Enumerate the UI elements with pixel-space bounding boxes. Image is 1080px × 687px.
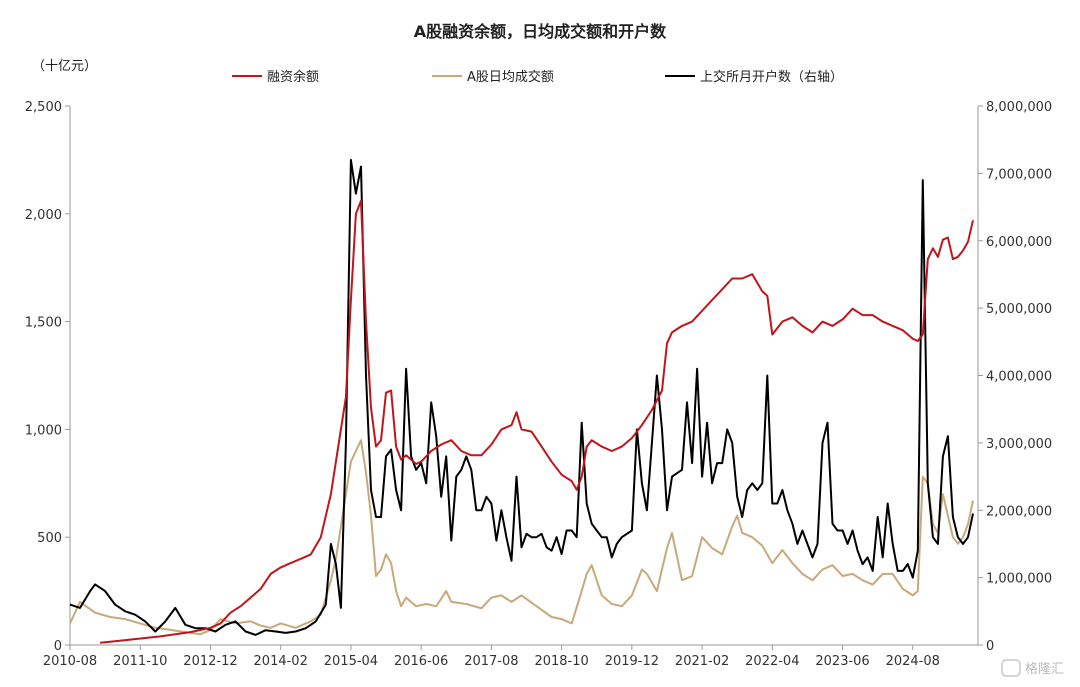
right-tick-label: 4,000,000	[986, 370, 1052, 385]
left-tick-label: 500	[37, 531, 62, 546]
x-tick-label: 2022-04	[745, 654, 799, 669]
x-tick-label: 2024-08	[886, 654, 940, 669]
x-tick-label: 2011-10	[113, 654, 167, 669]
x-tick-label: 2019-12	[605, 654, 659, 669]
right-tick-label: 5,000,000	[986, 302, 1052, 317]
left-tick-label: 2,000	[25, 208, 62, 223]
legend-label-margin: 融资余额	[267, 69, 319, 85]
account-openings-line	[69, 158, 974, 636]
axis-ticks: 0 500 1,000 1,500 2,000 2,500 0 1,000,000 2,000,…	[25, 100, 1052, 669]
legend: 融资余额 A股日均成交额 上交所月开户数（右轴）	[232, 69, 843, 85]
margin-balance-line	[99, 199, 974, 644]
turnover-line	[69, 439, 974, 636]
right-tick-label: 7,000,000	[986, 167, 1052, 182]
x-tick-label: 2023-06	[815, 654, 869, 669]
legend-label-accounts: 上交所月开户数（右轴）	[700, 69, 843, 85]
left-tick-label: 0	[54, 639, 62, 654]
left-tick-label: 2,500	[25, 100, 62, 115]
right-tick-label: 1,000,000	[986, 572, 1052, 587]
x-tick-label: 2018-10	[534, 654, 588, 669]
watermark-logo-icon	[1001, 659, 1021, 677]
left-axis-unit: （十亿元）	[32, 59, 97, 74]
series-lines	[69, 158, 974, 644]
watermark-text: 格隆汇	[1025, 661, 1064, 677]
right-tick-label: 0	[986, 639, 994, 654]
x-tick-label: 2016-06	[394, 654, 448, 669]
x-tick-label: 2012-12	[183, 654, 237, 669]
x-tick-label: 2015-04	[324, 654, 378, 669]
right-tick-label: 8,000,000	[986, 100, 1052, 115]
right-tick-label: 2,000,000	[986, 504, 1052, 519]
x-tick-label: 2021-02	[675, 654, 729, 669]
left-tick-label: 1,000	[25, 423, 62, 438]
right-tick-label: 3,000,000	[986, 437, 1052, 452]
legend-label-turnover: A股日均成交额	[467, 69, 554, 85]
left-tick-label: 1,500	[25, 316, 62, 331]
right-tick-label: 6,000,000	[986, 235, 1052, 250]
watermark: 格隆汇	[1001, 659, 1064, 677]
x-tick-label: 2017-08	[464, 654, 518, 669]
x-tick-label: 2010-08	[43, 654, 97, 669]
chart-title: A股融资余额，日均成交额和开户数	[414, 22, 667, 41]
x-tick-label: 2014-02	[254, 654, 308, 669]
